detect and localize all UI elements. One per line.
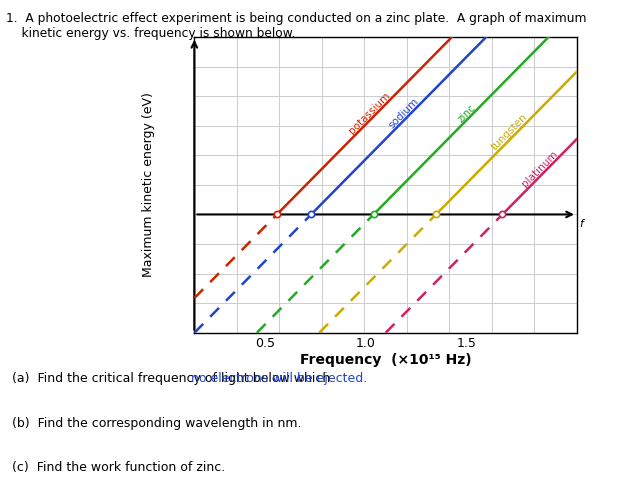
Text: platinum: platinum	[520, 149, 560, 189]
Text: kinetic energy vs. frequency is shown below.: kinetic energy vs. frequency is shown be…	[6, 27, 296, 40]
Text: (a)  Find the critical frequency of light below which: (a) Find the critical frequency of light…	[12, 372, 334, 385]
Text: Maximum kinetic energy (eV): Maximum kinetic energy (eV)	[142, 93, 155, 277]
Text: 0.5: 0.5	[255, 337, 275, 350]
Text: potassium: potassium	[347, 91, 392, 136]
Text: (b)  Find the corresponding wavelength in nm.: (b) Find the corresponding wavelength in…	[12, 417, 302, 429]
Text: 1.  A photoelectric effect experiment is being conducted on a zinc plate.  A gra: 1. A photoelectric effect experiment is …	[6, 12, 587, 25]
Text: Frequency  (×10¹⁵ Hz): Frequency (×10¹⁵ Hz)	[300, 353, 471, 367]
Text: no electrons will be ejected.: no electrons will be ejected.	[191, 372, 367, 385]
Text: zinc: zinc	[455, 103, 477, 124]
Text: f: f	[579, 219, 583, 229]
Text: tungsten: tungsten	[490, 112, 530, 152]
Text: 1.5: 1.5	[456, 337, 476, 350]
Text: 1.0: 1.0	[355, 337, 375, 350]
Text: sodium: sodium	[387, 96, 421, 131]
Text: (c)  Find the work function of zinc.: (c) Find the work function of zinc.	[12, 461, 226, 474]
